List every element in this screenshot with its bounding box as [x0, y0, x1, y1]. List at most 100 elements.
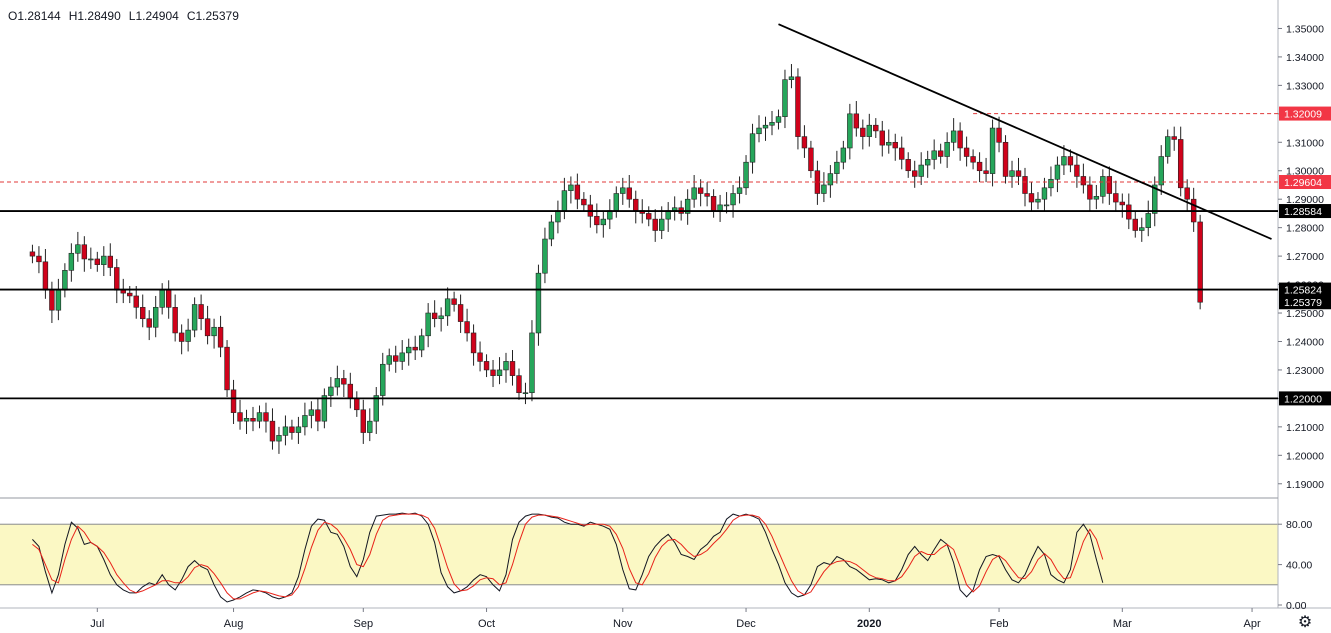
candle — [68, 243, 75, 282]
candle — [230, 379, 237, 425]
candle-body — [613, 193, 619, 211]
candle-body — [574, 184, 581, 200]
candle — [1132, 212, 1138, 238]
candle-body — [172, 307, 178, 334]
candle-body — [341, 378, 347, 385]
candle-body — [853, 113, 860, 129]
candle-body — [652, 218, 658, 231]
candle-body — [963, 147, 970, 157]
candle-body — [1035, 198, 1041, 203]
candle-body — [406, 346, 412, 354]
candle-body — [457, 304, 464, 322]
candle-body — [68, 252, 75, 271]
candle-body — [107, 255, 113, 268]
gear-icon[interactable]: ⚙ — [1297, 614, 1313, 631]
time-tick-label: Dec — [736, 618, 756, 630]
candle-body — [788, 76, 795, 80]
candle — [1009, 160, 1015, 188]
candle-body — [1041, 187, 1048, 200]
candle-body — [801, 136, 808, 149]
price-tick-label: 1.29000 — [1286, 194, 1324, 206]
stoch-d-line — [32, 513, 1104, 600]
candle-body — [1028, 193, 1035, 203]
candle — [743, 155, 749, 195]
candle-body — [354, 398, 360, 411]
candle-body — [866, 124, 872, 137]
candle — [360, 399, 366, 444]
candle-body — [321, 395, 328, 422]
candle — [704, 182, 710, 207]
candle-body — [165, 289, 172, 308]
candle-body — [509, 361, 516, 376]
candle-body — [736, 187, 743, 194]
candle — [983, 157, 989, 183]
candle-body — [243, 418, 250, 422]
candle — [607, 199, 613, 230]
candle — [159, 283, 165, 315]
candle-body — [808, 147, 814, 172]
last-price-label: 1.25379 — [1284, 297, 1322, 309]
price-tick-label: 1.31000 — [1286, 137, 1324, 149]
candle-body — [334, 378, 341, 388]
candle-body — [529, 332, 535, 394]
candle — [477, 341, 483, 372]
candle — [989, 119, 996, 187]
candle-body — [367, 420, 373, 433]
time-tick-label: Oct — [478, 618, 495, 630]
candle-body — [1074, 164, 1080, 177]
candle-body — [373, 395, 379, 422]
candle — [36, 246, 42, 274]
candle-body — [393, 355, 399, 362]
candle-body — [483, 361, 490, 371]
candle-body — [626, 187, 632, 200]
candle — [1067, 149, 1074, 173]
candle — [211, 318, 217, 349]
candle — [198, 294, 204, 331]
candle-body — [873, 124, 879, 132]
price-tick-label: 1.27000 — [1286, 251, 1324, 263]
candle — [1080, 163, 1087, 194]
candle — [483, 354, 490, 378]
candle-body — [503, 361, 509, 371]
candle — [957, 122, 963, 161]
candle-body — [912, 170, 918, 177]
candle-body — [140, 307, 146, 320]
candle — [256, 405, 263, 429]
candle-body — [470, 332, 477, 354]
candle — [860, 119, 866, 150]
candle — [633, 190, 639, 224]
candle — [133, 285, 139, 319]
candle — [1002, 135, 1009, 184]
candle — [769, 110, 775, 136]
support-price-label: 1.28584 — [1284, 206, 1322, 218]
candle — [937, 143, 944, 164]
candle — [347, 372, 354, 409]
candle — [665, 202, 671, 232]
support-price-label-bg — [1279, 204, 1331, 219]
candle — [1028, 182, 1035, 213]
candle-body — [1119, 201, 1126, 206]
candle-body — [1054, 164, 1061, 180]
candle-body — [386, 355, 392, 365]
ohlc-open: O1.28144 — [8, 9, 61, 23]
candle — [49, 281, 55, 323]
price-tick-label: 1.24000 — [1286, 336, 1324, 348]
candle — [840, 140, 847, 170]
candle — [250, 406, 256, 432]
candle — [81, 236, 88, 272]
candle-body — [120, 289, 126, 294]
candle-body — [360, 409, 366, 433]
candle-body — [775, 116, 782, 123]
candle — [717, 194, 723, 222]
ohlc-high: H1.28490 — [68, 9, 121, 23]
candle-body — [516, 375, 522, 394]
candle-body — [250, 418, 256, 422]
candle-body — [1132, 218, 1138, 231]
candle-body — [269, 420, 276, 442]
candle-body — [717, 204, 723, 211]
candle — [1152, 176, 1158, 227]
candle — [178, 324, 185, 355]
candle-body — [957, 130, 963, 149]
candle-body — [1197, 221, 1203, 303]
